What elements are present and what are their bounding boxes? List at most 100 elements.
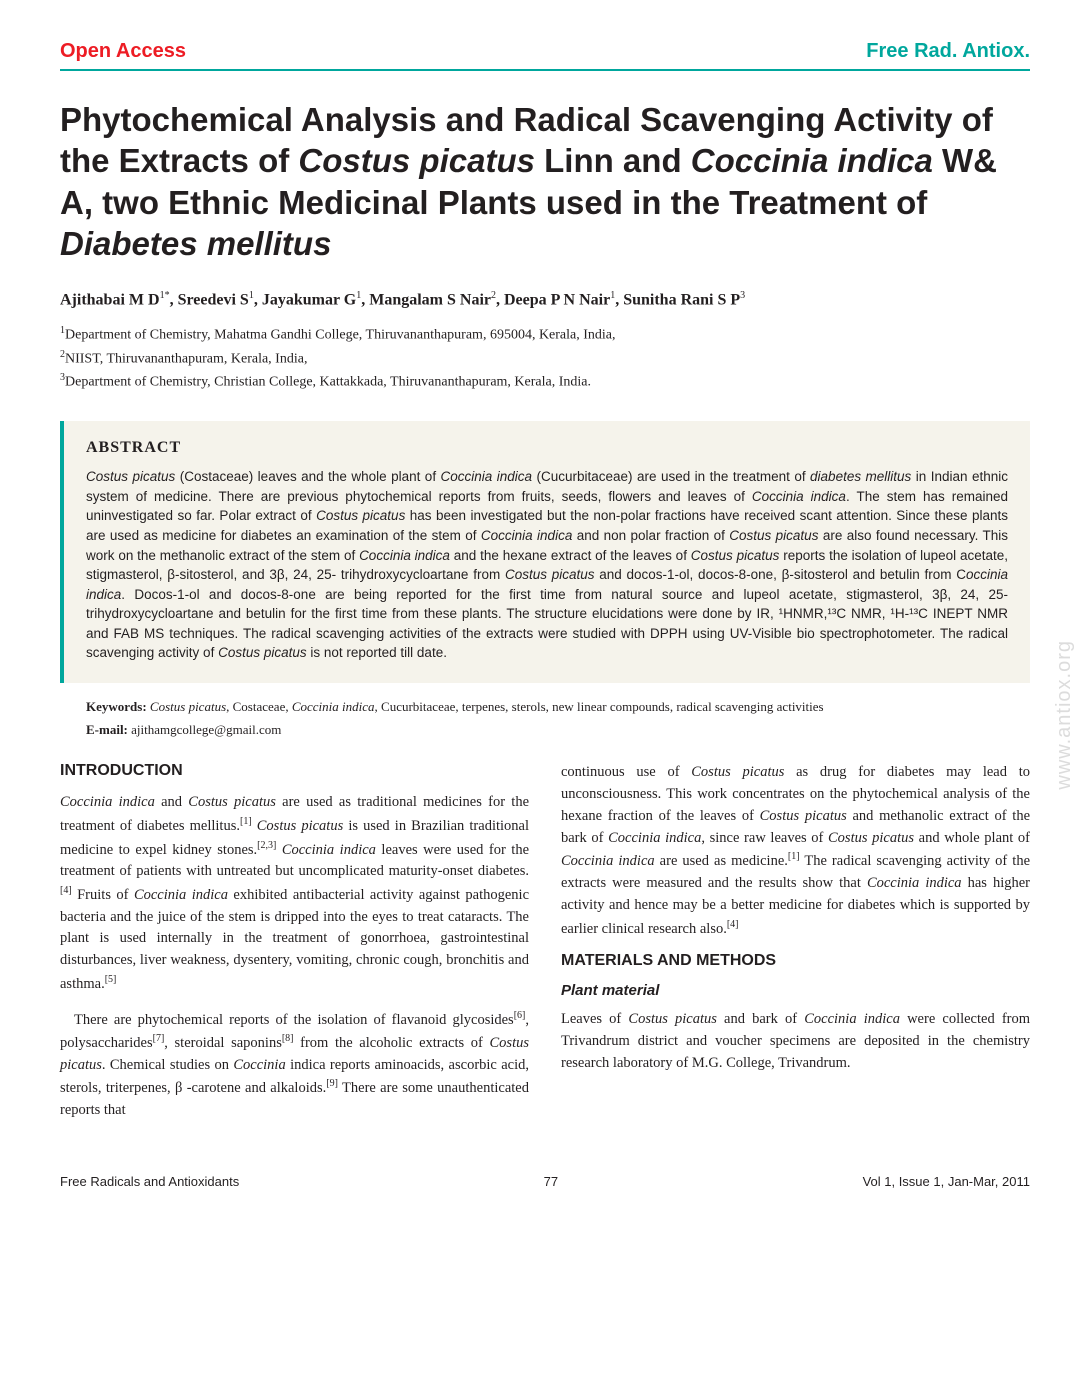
author: , Jayakumar G — [254, 291, 356, 308]
keywords-block: Keywords: Costus picatus, Costaceae, Coc… — [60, 697, 1030, 739]
body-span: Coccinia — [233, 1057, 285, 1073]
body-span: Fruits of — [72, 887, 134, 903]
abs-span: diabetes mellitus — [810, 469, 911, 484]
affil-text: Department of Chemistry, Mahatma Gandhi … — [65, 328, 616, 343]
author: , Sreedevi S — [170, 291, 249, 308]
right-column: continuous use of Costus picatus as drug… — [561, 762, 1030, 1133]
abs-span: Costus picatus — [505, 567, 595, 582]
body-span: Costus picatus — [691, 764, 784, 780]
materials-methods-heading: MATERIALS AND METHODS — [561, 952, 1030, 970]
ref-sup: [1] — [788, 851, 800, 862]
abs-span: and the hexane extract of the leaves of — [450, 548, 691, 563]
open-access-label: Open Access — [60, 40, 186, 63]
ref-sup: [5] — [105, 974, 117, 985]
body-span: , steroidal saponins — [164, 1035, 282, 1051]
ref-sup: [2,3] — [257, 840, 276, 851]
affiliation-line: 3Department of Chemistry, Christian Coll… — [60, 370, 1030, 393]
affiliation-line: 2NIIST, Thiruvananthapuram, Kerala, Indi… — [60, 347, 1030, 370]
body-span: and — [155, 794, 188, 810]
body-span: Coccinia indica — [608, 830, 701, 846]
intro-heading: INTRODUCTION — [60, 762, 529, 780]
footer-left: Free Radicals and Antioxidants — [60, 1174, 239, 1189]
body-span: Costus picatus — [628, 1011, 717, 1027]
body-span: Leaves of — [561, 1011, 628, 1027]
title-species: Diabetes mellitus — [60, 225, 331, 262]
email-value: ajithamgcollege@gmail.com — [128, 722, 281, 737]
body-span: and bark of — [717, 1011, 804, 1027]
abs-span: Costus picatus — [86, 469, 175, 484]
affil-text: Department of Chemistry, Christian Colle… — [65, 375, 591, 390]
affil-sup: 1* — [160, 290, 170, 301]
ref-sup: [8] — [282, 1033, 294, 1044]
abstract-heading: ABSTRACT — [86, 439, 1008, 457]
title-species: Coccinia indica — [691, 142, 933, 179]
ref-sup: [6] — [514, 1010, 526, 1021]
affiliations: 1Department of Chemistry, Mahatma Gandhi… — [60, 323, 1030, 393]
article-title: Phytochemical Analysis and Radical Scave… — [60, 99, 1030, 264]
author: , Sunitha Rani S P — [615, 291, 740, 308]
plant-material-heading: Plant material — [561, 982, 1030, 999]
abs-span: Costus picatus — [316, 508, 405, 523]
body-span: are used as medicine. — [655, 853, 788, 869]
ref-sup: [1] — [240, 816, 252, 827]
abs-span: and docos-1-ol, docos-8-one, β-sitostero… — [595, 567, 966, 582]
abstract-box: ABSTRACT Costus picatus (Costaceae) leav… — [60, 421, 1030, 683]
body-span: . Chemical studies on — [102, 1057, 233, 1073]
footer-right: Vol 1, Issue 1, Jan-Mar, 2011 — [863, 1174, 1030, 1189]
affil-text: NIIST, Thiruvananthapuram, Kerala, India… — [65, 351, 307, 366]
ref-sup: [9] — [326, 1078, 338, 1089]
keywords-line: Keywords: Costus picatus, Costaceae, Coc… — [86, 697, 1030, 717]
body-span: Costus picatus — [188, 794, 276, 810]
body-span: from the alcoholic extracts of — [294, 1035, 490, 1051]
journal-name: Free Rad. Antiox. — [866, 40, 1030, 63]
body-span: Costus picatus — [760, 808, 847, 824]
body-span: Coccinia indica — [867, 875, 962, 891]
body-span: Costus picatus — [252, 818, 344, 834]
plant-material-paragraph: Leaves of Costus picatus and bark of Coc… — [561, 1009, 1030, 1074]
body-span: , since raw leaves of — [701, 830, 828, 846]
abs-span: is not reported till date. — [307, 645, 447, 660]
left-column: INTRODUCTION Coccinia indica and Costus … — [60, 762, 529, 1133]
ref-sup: [4] — [727, 919, 739, 930]
email-label: E-mail: — [86, 722, 128, 737]
keyword-item: Coccinia indica — [292, 699, 375, 714]
abs-span: Coccinia indica — [359, 548, 450, 563]
keyword-item: Costus picatus — [147, 699, 226, 714]
abs-span: Costus picatus — [691, 548, 780, 563]
body-span: and whole plant of — [914, 830, 1030, 846]
body-span: Coccinia indica — [561, 853, 655, 869]
keyword-item: , Costaceae, — [226, 699, 292, 714]
footer-page-number: 77 — [544, 1174, 558, 1189]
body-span: Coccinia indica — [60, 794, 155, 810]
ref-sup: [7] — [153, 1033, 165, 1044]
affil-sup: 3 — [740, 290, 745, 301]
abs-span: Costus picatus — [729, 528, 818, 543]
title-species: Costus picatus — [298, 142, 535, 179]
ref-sup: [4] — [60, 885, 72, 896]
author: Ajithabai M D — [60, 291, 160, 308]
continued-paragraph: continuous use of Costus picatus as drug… — [561, 762, 1030, 940]
intro-paragraph-1: Coccinia indica and Costus picatus are u… — [60, 792, 529, 995]
author: , Mangalam S Nair — [361, 291, 491, 308]
side-watermark: www.antiox.org — [1053, 640, 1076, 790]
abs-span: Coccinia indica — [481, 528, 572, 543]
authors-line: Ajithabai M D1*, Sreedevi S1, Jayakumar … — [60, 290, 1030, 309]
body-span: There are phytochemical reports of the i… — [74, 1011, 514, 1027]
abs-span: and non polar fraction of — [572, 528, 729, 543]
email-line: E-mail: ajithamgcollege@gmail.com — [86, 722, 1030, 738]
intro-paragraph-2: There are phytochemical reports of the i… — [60, 1008, 529, 1122]
body-span: Costus picatus — [828, 830, 914, 846]
abs-span: (Costaceae) leaves and the whole plant o… — [175, 469, 440, 484]
body-span: Coccinia indica — [276, 842, 376, 858]
abs-span: Coccinia indica — [441, 469, 533, 484]
keywords-label: Keywords: — [86, 699, 147, 714]
author: , Deepa P N Nair — [496, 291, 610, 308]
body-span: Coccinia indica — [134, 887, 228, 903]
abstract-text: Costus picatus (Costaceae) leaves and th… — [86, 467, 1008, 663]
abs-span: Costus picatus — [218, 645, 307, 660]
header-row: Open Access Free Rad. Antiox. — [60, 40, 1030, 71]
abs-span: Coccinia indica — [752, 489, 846, 504]
two-column-body: INTRODUCTION Coccinia indica and Costus … — [60, 762, 1030, 1133]
body-span: continuous use of — [561, 764, 691, 780]
body-span: Coccinia indica — [804, 1011, 900, 1027]
